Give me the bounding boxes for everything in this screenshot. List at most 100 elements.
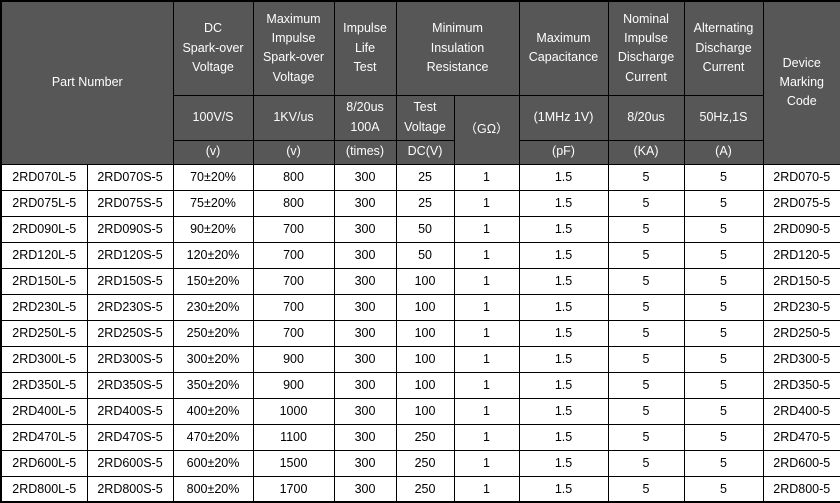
dc-sparkover-condition: 100V/S [172, 94, 254, 141]
marking-code-cell: 2RD600-5 [762, 449, 840, 477]
value-cell: 900 [252, 371, 335, 399]
table-row: 2RD600L-5 2RD600S-5 600±20% 1500 300 250 1 1.5 5… [0, 449, 840, 477]
part-number-cell: 2RD470S-5 [86, 423, 174, 451]
value-cell: 800 [252, 189, 335, 217]
header-title-row: Part Number DC Spark-over Voltage Maximu… [0, 0, 840, 165]
value-cell: 5 [683, 163, 764, 191]
part-number-cell: 2RD070L-5 [0, 163, 88, 191]
part-number-cell: 2RD600L-5 [0, 449, 88, 477]
value-cell: 100 [395, 319, 455, 347]
value-cell: 5 [607, 189, 685, 217]
value-cell: 5 [607, 423, 685, 451]
value-cell: 1.5 [518, 241, 609, 269]
table-row: 2RD230L-5 2RD230S-5 230±20% 700 300 100 1 1.5 5 5… [0, 293, 840, 321]
part-number-cell: 2RD075S-5 [86, 189, 174, 217]
value-cell: 5 [607, 475, 685, 503]
max-capacitance-condition: (1MHz 1V) [518, 94, 609, 141]
value-cell: 1.5 [518, 189, 609, 217]
value-cell: 100 [395, 345, 455, 373]
part-number-cell: 2RD150L-5 [0, 267, 88, 295]
part-number-cell: 2RD400S-5 [86, 397, 174, 425]
value-cell: 350±20% [172, 371, 254, 399]
value-cell: 5 [683, 267, 764, 295]
value-cell: 5 [607, 319, 685, 347]
value-cell: 1100 [252, 423, 335, 451]
value-cell: 1 [453, 423, 520, 451]
value-cell: 250 [395, 449, 455, 477]
marking-code-cell: 2RD350-5 [762, 371, 840, 399]
value-cell: 300 [333, 319, 397, 347]
value-cell: 70±20% [172, 163, 254, 191]
value-cell: 1.5 [518, 345, 609, 373]
marking-code-cell: 2RD800-5 [762, 475, 840, 503]
part-number-cell: 2RD120S-5 [86, 241, 174, 269]
table-row: 2RD250L-5 2RD250S-5 250±20% 700 300 100 1 1.5 5 5… [0, 319, 840, 347]
marking-code-cell: 2RD075-5 [762, 189, 840, 217]
value-cell: 470±20% [172, 423, 254, 451]
value-cell: 1 [453, 293, 520, 321]
part-number-cell: 2RD230L-5 [0, 293, 88, 321]
value-cell: 100 [395, 293, 455, 321]
marking-code-cell: 2RD250-5 [762, 319, 840, 347]
value-cell: 5 [683, 397, 764, 425]
value-cell: 300 [333, 397, 397, 425]
part-number-cell: 2RD230S-5 [86, 293, 174, 321]
table-row: 2RD400L-5 2RD400S-5 400±20% 1000 300 100 1 1.5 5… [0, 397, 840, 425]
value-cell: 5 [683, 371, 764, 399]
value-cell: 5 [683, 189, 764, 217]
value-cell: 25 [395, 163, 455, 191]
value-cell: 1 [453, 449, 520, 477]
value-cell: 300 [333, 293, 397, 321]
test-voltage-unit: DC(V) [395, 139, 455, 165]
header-unit-row: (v) (v) (times) DC(V) (pF) (KA) (A) [1, 139, 840, 165]
part-number-cell: 2RD120L-5 [0, 241, 88, 269]
part-number-cell: 2RD300L-5 [0, 345, 88, 373]
value-cell: 600±20% [172, 449, 254, 477]
value-cell: 1 [453, 189, 520, 217]
value-cell: 5 [607, 241, 685, 269]
value-cell: 1 [453, 215, 520, 243]
part-number-cell: 2RD090S-5 [86, 215, 174, 243]
value-cell: 50 [395, 241, 455, 269]
marking-code-cell: 2RD230-5 [762, 293, 840, 321]
value-cell: 5 [607, 293, 685, 321]
table-row: 2RD075L-5 2RD075S-5 75±20% 800 300 25 1 1.5 5 5 2R… [0, 189, 840, 217]
value-cell: 1.5 [518, 215, 609, 243]
marking-code-cell: 2RD120-5 [762, 241, 840, 269]
test-voltage-subheader: Test Voltage [395, 94, 455, 141]
value-cell: 90±20% [172, 215, 254, 243]
value-cell: 250 [395, 423, 455, 451]
header-condition-row: 100V/S 1KV/us 8/20us 100A Test Voltage （… [1, 94, 840, 165]
value-cell: 5 [607, 449, 685, 477]
part-number-cell: 2RD300S-5 [86, 345, 174, 373]
marking-code-cell: 2RD470-5 [762, 423, 840, 451]
max-impulse-sparkover-header: Maximum Impulse Spark-over Voltage [252, 0, 335, 96]
value-cell: 5 [683, 475, 764, 503]
max-impulse-unit: (v) [252, 139, 335, 165]
table-row: 2RD070L-5 2RD070S-5 70±20% 800 300 25 1 1.5 5 5 2R… [0, 163, 840, 191]
value-cell: 800±20% [172, 475, 254, 503]
value-cell: 1.5 [518, 423, 609, 451]
value-cell: 250±20% [172, 319, 254, 347]
part-number-cell: 2RD400L-5 [0, 397, 88, 425]
value-cell: 1000 [252, 397, 335, 425]
value-cell: 5 [607, 345, 685, 373]
value-cell: 1 [453, 163, 520, 191]
marking-code-cell: 2RD400-5 [762, 397, 840, 425]
value-cell: 1 [453, 475, 520, 503]
table-row: 2RD470L-5 2RD470S-5 470±20% 1100 300 250 1 1.5 5… [0, 423, 840, 451]
value-cell: 1.5 [518, 163, 609, 191]
value-cell: 700 [252, 215, 335, 243]
part-number-cell: 2RD800S-5 [86, 475, 174, 503]
part-number-cell: 2RD350S-5 [86, 371, 174, 399]
value-cell: 100 [395, 371, 455, 399]
dc-sparkover-header: DC Spark-over Voltage [172, 0, 254, 96]
value-cell: 300 [333, 371, 397, 399]
part-number-cell: 2RD090L-5 [0, 215, 88, 243]
value-cell: 1 [453, 319, 520, 347]
marking-code-cell: 2RD150-5 [762, 267, 840, 295]
value-cell: 250 [395, 475, 455, 503]
impulse-life-test-header: Impulse Life Test [333, 0, 397, 96]
table-row: 2RD350L-5 2RD350S-5 350±20% 900 300 100 1 1.5 5 5… [0, 371, 840, 399]
table-row: 2RD300L-5 2RD300S-5 300±20% 900 300 100 1 1.5 5 5… [0, 345, 840, 373]
